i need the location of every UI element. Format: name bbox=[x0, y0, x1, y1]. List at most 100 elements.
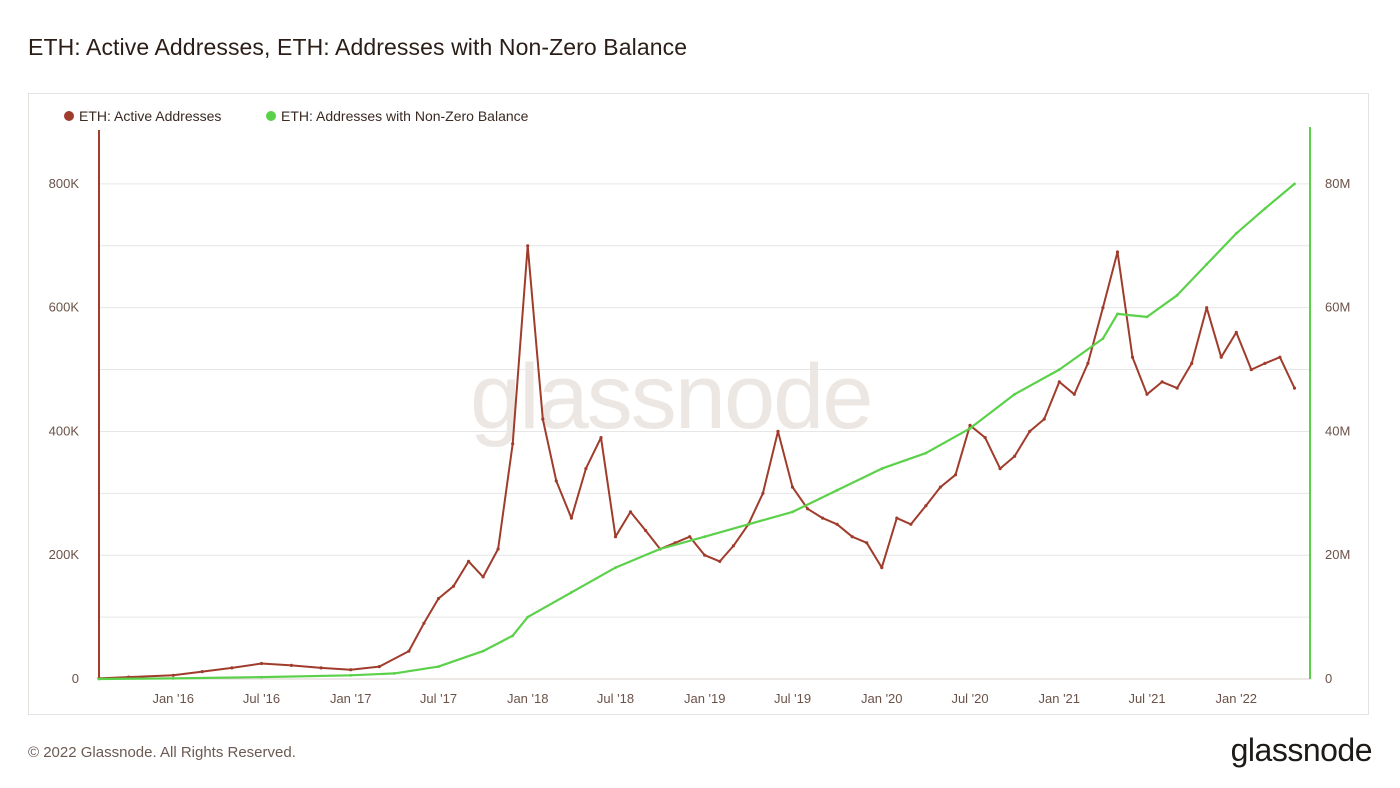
point-active-addresses bbox=[850, 535, 854, 539]
point-nonzero-balance bbox=[1234, 232, 1238, 235]
left-tick-label: 600K bbox=[49, 300, 80, 315]
point-nonzero-balance bbox=[511, 634, 515, 638]
point-nonzero-balance bbox=[791, 510, 794, 514]
chart-frame: glassnode 0 200K 400K 600K 800K 0 20M 40M 60M 80M… bbox=[28, 93, 1369, 715]
point-active-addresses bbox=[569, 516, 574, 520]
point-active-addresses bbox=[703, 553, 707, 557]
right-tick-label: 20M bbox=[1325, 547, 1350, 562]
point-nonzero-balance bbox=[1175, 293, 1179, 297]
point-active-addresses bbox=[451, 584, 456, 588]
point-nonzero-balance bbox=[481, 649, 485, 653]
point-active-addresses bbox=[1042, 417, 1046, 421]
point-active-addresses bbox=[1175, 386, 1179, 390]
point-active-addresses bbox=[554, 479, 558, 483]
x-tick-label: Jan '19 bbox=[684, 691, 726, 706]
point-active-addresses bbox=[1145, 392, 1149, 396]
point-active-addresses bbox=[688, 535, 692, 539]
legend-marker-nonzero-balance bbox=[266, 111, 276, 121]
point-active-addresses bbox=[259, 661, 264, 666]
point-active-addresses bbox=[983, 436, 987, 440]
point-active-addresses bbox=[790, 485, 795, 489]
point-active-addresses bbox=[1234, 330, 1238, 334]
point-active-addresses bbox=[1101, 306, 1105, 310]
chart: glassnode 0 200K 400K 600K 800K 0 20M 40M 60M 80M… bbox=[49, 108, 1351, 706]
grid bbox=[99, 183, 1310, 618]
x-tick-label: Jan '16 bbox=[152, 691, 194, 706]
point-nonzero-balance bbox=[1101, 337, 1105, 340]
point-nonzero-balance bbox=[614, 566, 617, 569]
x-tick-label: Jan '22 bbox=[1216, 691, 1258, 706]
point-active-addresses bbox=[865, 541, 869, 545]
point-nonzero-balance bbox=[924, 451, 928, 455]
point-active-addresses bbox=[613, 535, 618, 539]
point-active-addresses bbox=[436, 596, 441, 601]
x-tick-label: Jul '16 bbox=[243, 691, 280, 706]
point-active-addresses bbox=[1219, 355, 1223, 359]
right-tick-label: 0 bbox=[1325, 671, 1332, 686]
point-active-addresses bbox=[806, 507, 810, 511]
point-active-addresses bbox=[998, 467, 1002, 471]
point-active-addresses bbox=[377, 665, 381, 669]
point-active-addresses bbox=[953, 473, 958, 477]
point-nonzero-balance bbox=[1205, 262, 1209, 266]
point-nonzero-balance bbox=[968, 427, 972, 430]
point-active-addresses bbox=[1190, 361, 1194, 365]
legend-label-nonzero-balance[interactable]: ETH: Addresses with Non-Zero Balance bbox=[281, 108, 529, 124]
point-active-addresses bbox=[761, 491, 765, 495]
point-active-addresses bbox=[628, 510, 633, 514]
point-nonzero-balance bbox=[835, 488, 839, 492]
point-active-addresses bbox=[821, 516, 825, 520]
point-nonzero-balance bbox=[747, 522, 750, 526]
x-tick-label: Jan '18 bbox=[507, 691, 549, 706]
point-nonzero-balance bbox=[1116, 312, 1119, 316]
point-nonzero-balance bbox=[703, 535, 707, 539]
point-nonzero-balance bbox=[97, 677, 101, 681]
point-active-addresses bbox=[481, 575, 485, 579]
point-active-addresses bbox=[938, 485, 943, 489]
point-active-addresses bbox=[584, 467, 588, 471]
axes: 0 200K 400K 600K 800K 0 20M 40M 60M 80M Jan '16 Jul… bbox=[49, 127, 1350, 706]
x-tick-label: Jan '21 bbox=[1039, 691, 1081, 706]
point-active-addresses bbox=[1028, 429, 1032, 433]
legend-marker-active-addresses bbox=[64, 111, 74, 121]
point-active-addresses bbox=[1205, 306, 1209, 310]
left-tick-label: 800K bbox=[49, 176, 80, 191]
point-active-addresses bbox=[1278, 355, 1282, 359]
point-active-addresses bbox=[644, 528, 648, 533]
right-tick-label: 60M bbox=[1325, 300, 1350, 315]
point-active-addresses bbox=[895, 516, 899, 520]
point-nonzero-balance bbox=[880, 467, 884, 470]
point-active-addresses bbox=[1086, 361, 1090, 365]
point-active-addresses bbox=[835, 522, 839, 526]
point-active-addresses bbox=[718, 559, 722, 563]
x-tick-label: Jul '18 bbox=[597, 691, 634, 706]
point-nonzero-balance bbox=[1145, 315, 1149, 319]
point-active-addresses bbox=[599, 436, 603, 440]
point-nonzero-balance bbox=[437, 665, 440, 668]
series-active-addresses-line bbox=[98, 244, 1296, 680]
left-tick-label: 0 bbox=[72, 671, 79, 686]
point-nonzero-balance bbox=[171, 677, 175, 680]
right-tick-label: 80M bbox=[1325, 176, 1350, 191]
point-active-addresses bbox=[422, 621, 426, 625]
point-active-addresses bbox=[496, 547, 500, 551]
legend: ETH: Active Addresses ETH: Addresses wit… bbox=[64, 108, 529, 124]
point-active-addresses bbox=[511, 442, 515, 446]
point-active-addresses bbox=[1057, 380, 1061, 384]
point-nonzero-balance bbox=[526, 615, 530, 619]
point-nonzero-balance bbox=[1263, 207, 1267, 210]
point-active-addresses bbox=[731, 544, 736, 548]
footer-logo[interactable]: glassnode bbox=[1230, 732, 1373, 768]
point-active-addresses bbox=[776, 429, 780, 433]
x-tick-label: Jul '17 bbox=[420, 691, 457, 706]
point-nonzero-balance bbox=[1013, 392, 1016, 396]
legend-label-active-addresses[interactable]: ETH: Active Addresses bbox=[79, 108, 221, 124]
point-nonzero-balance bbox=[1293, 182, 1296, 186]
point-active-addresses bbox=[541, 417, 545, 421]
point-nonzero-balance bbox=[1057, 368, 1061, 371]
point-active-addresses bbox=[1263, 361, 1267, 365]
x-tick-label: Jan '20 bbox=[861, 691, 903, 706]
point-active-addresses bbox=[909, 522, 913, 526]
x-tick-label: Jul '20 bbox=[951, 691, 988, 706]
point-active-addresses bbox=[1013, 454, 1017, 458]
